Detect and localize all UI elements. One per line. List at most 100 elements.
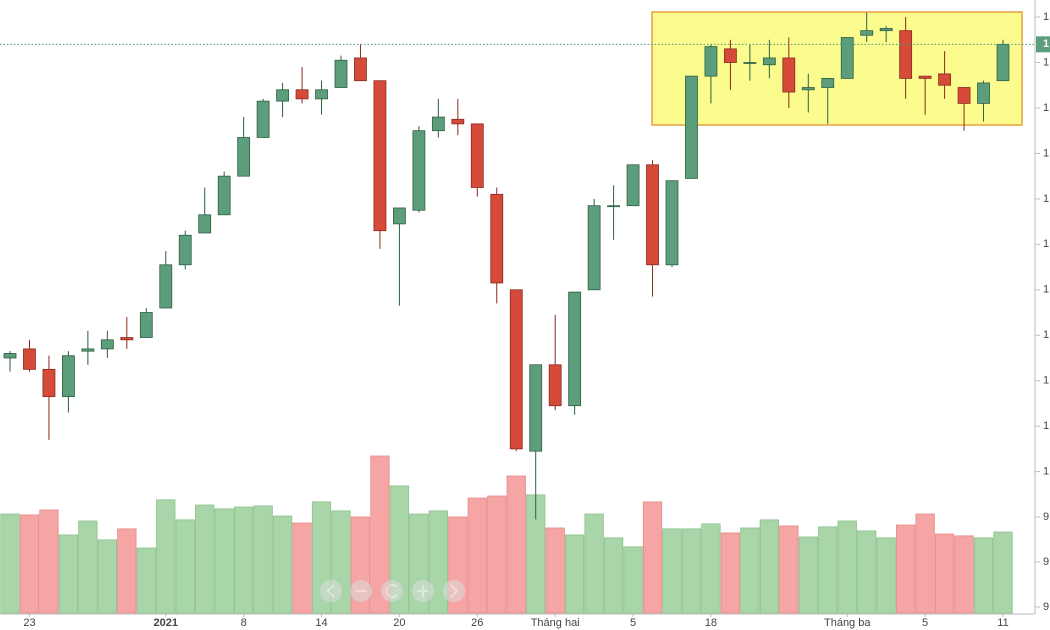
y-tick-label: 1 bbox=[1043, 375, 1049, 387]
scroll-right-button[interactable] bbox=[443, 580, 465, 602]
candle-body bbox=[490, 193, 504, 284]
y-tick-label: 1 bbox=[1043, 11, 1049, 23]
volume-bar bbox=[272, 515, 293, 614]
candle-body bbox=[607, 205, 620, 208]
volume-bar bbox=[642, 501, 663, 614]
volume-bar bbox=[565, 534, 585, 614]
volume-bar bbox=[876, 537, 896, 614]
volume-bar bbox=[487, 495, 507, 614]
candle-body bbox=[587, 205, 601, 291]
x-tick-label: 14 bbox=[315, 617, 327, 629]
candle-body bbox=[724, 48, 737, 63]
candle-body bbox=[801, 87, 815, 91]
x-tick-label: 5 bbox=[922, 617, 928, 629]
candle-body bbox=[704, 46, 718, 77]
volume-bar bbox=[603, 537, 624, 614]
candle-body bbox=[23, 348, 36, 370]
volume-bar bbox=[253, 505, 273, 614]
candle-body bbox=[315, 89, 328, 100]
candle-body bbox=[295, 89, 309, 100]
candle-body bbox=[548, 364, 562, 407]
candle-body bbox=[646, 164, 659, 266]
volume-bar bbox=[779, 525, 799, 614]
y2-tick-label: 9 bbox=[1043, 556, 1049, 568]
volume-bar bbox=[662, 528, 682, 614]
candle-body bbox=[431, 116, 445, 132]
candle-body bbox=[256, 100, 270, 138]
candle-body bbox=[743, 62, 757, 64]
volume-bar bbox=[740, 527, 760, 614]
candle-body bbox=[217, 175, 231, 216]
volume-bar bbox=[934, 533, 955, 614]
volume-bar bbox=[973, 537, 994, 614]
volume-bar bbox=[720, 532, 741, 614]
candle-body bbox=[139, 312, 153, 338]
candle-body bbox=[276, 89, 289, 102]
y-tick-label: 1 bbox=[1043, 284, 1049, 296]
volume-bar bbox=[681, 528, 702, 614]
candle-body bbox=[782, 57, 796, 93]
candle-body bbox=[159, 264, 173, 309]
volume-bar bbox=[97, 539, 117, 614]
x-tick-label: 26 bbox=[471, 617, 483, 629]
volume-bar bbox=[39, 509, 59, 614]
candle-body bbox=[334, 59, 348, 88]
zoom-in-button[interactable] bbox=[412, 580, 434, 602]
scroll-left-button[interactable] bbox=[320, 580, 342, 602]
y-tick-label: 1 bbox=[1043, 102, 1049, 114]
volume-bar bbox=[837, 520, 857, 614]
candle-body bbox=[100, 339, 114, 350]
volume-bar bbox=[545, 527, 565, 614]
volume-bar bbox=[954, 535, 974, 614]
candle-body bbox=[938, 73, 951, 86]
volume-bar bbox=[857, 530, 877, 614]
volume-bar bbox=[370, 455, 390, 614]
candle-body bbox=[879, 28, 893, 32]
candle-body bbox=[899, 30, 913, 79]
x-tick-label: 5 bbox=[630, 617, 636, 629]
volume-bar bbox=[701, 523, 721, 614]
candle-body bbox=[451, 118, 465, 125]
candle-body bbox=[120, 337, 134, 341]
zoom-out-button[interactable] bbox=[350, 580, 372, 602]
volume-bar bbox=[506, 475, 526, 614]
candle-body bbox=[957, 87, 971, 104]
candle-body bbox=[470, 123, 484, 188]
candle-body bbox=[42, 368, 56, 398]
candle-body bbox=[509, 289, 523, 450]
volume-bar bbox=[896, 524, 916, 614]
candle-body bbox=[918, 75, 932, 79]
candle-body bbox=[821, 78, 835, 88]
x-tick-label: 23 bbox=[23, 617, 35, 629]
candle-body bbox=[665, 180, 679, 266]
candle-body bbox=[996, 43, 1010, 82]
candle-body bbox=[626, 164, 640, 207]
candle-body bbox=[393, 207, 406, 225]
volume-bar bbox=[58, 534, 79, 614]
x-tick-label: 18 bbox=[705, 617, 717, 629]
candle-body bbox=[860, 30, 874, 36]
x-tick-label: Tháng hai bbox=[531, 617, 580, 629]
candle-body bbox=[198, 214, 212, 234]
x-tick-label: 8 bbox=[241, 617, 247, 629]
candle-body bbox=[840, 37, 854, 79]
reset-button[interactable] bbox=[381, 580, 403, 602]
x-tick-label: Tháng ba bbox=[824, 617, 871, 629]
volume-bar bbox=[156, 499, 176, 614]
candle-body bbox=[178, 234, 192, 266]
candle-body bbox=[81, 348, 95, 352]
volume-bar bbox=[993, 531, 1013, 614]
y-tick-label: 1 bbox=[1043, 238, 1049, 250]
y2-tick-label: 9 bbox=[1043, 601, 1049, 613]
y-tick-label: 1 bbox=[1043, 329, 1049, 341]
candle-body bbox=[529, 364, 543, 452]
y-tick-label: 1 bbox=[1043, 193, 1049, 205]
volume-bar bbox=[818, 526, 838, 614]
y-tick-label: 1 bbox=[1043, 420, 1049, 432]
y2-tick-label: 9 bbox=[1043, 511, 1049, 523]
volume-bar bbox=[467, 497, 487, 614]
volume-bar bbox=[195, 504, 215, 614]
volume-bar bbox=[117, 528, 137, 614]
